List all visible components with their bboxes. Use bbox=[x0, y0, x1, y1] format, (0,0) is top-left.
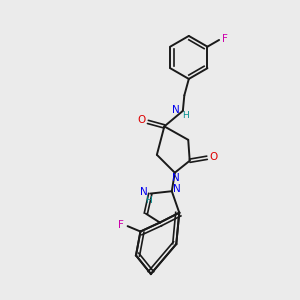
Text: N: N bbox=[173, 184, 181, 194]
Text: H: H bbox=[182, 112, 189, 121]
Text: H: H bbox=[146, 196, 152, 205]
Text: O: O bbox=[137, 115, 146, 125]
Text: O: O bbox=[209, 152, 217, 162]
Text: N: N bbox=[140, 187, 148, 197]
Text: F: F bbox=[118, 220, 124, 230]
Text: N: N bbox=[172, 173, 180, 183]
Text: N: N bbox=[172, 105, 179, 115]
Text: F: F bbox=[221, 34, 227, 44]
